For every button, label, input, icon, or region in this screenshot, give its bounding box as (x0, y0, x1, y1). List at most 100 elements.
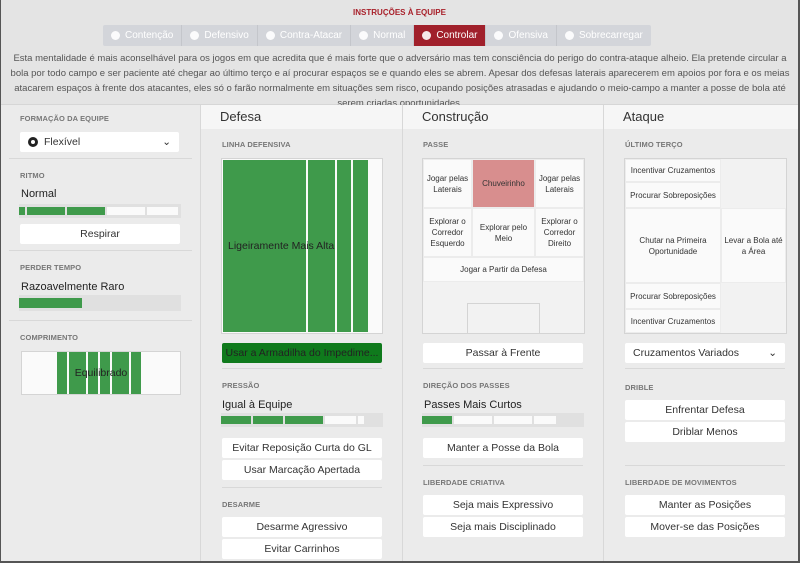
counter-icon (265, 31, 275, 40)
divider (625, 368, 785, 369)
cell-play-out[interactable]: Jogar a Partir da Defesa (423, 257, 584, 282)
pass-forward-button[interactable]: Passar à Frente (423, 343, 583, 363)
hold-position-button[interactable]: Manter as Posições (625, 495, 785, 515)
overload-icon (564, 31, 574, 40)
tab-contencao[interactable]: Contenção (103, 25, 183, 46)
timewaste-value: Razoavelmente Raro (21, 281, 125, 293)
chevron-down-icon: ⌄ (768, 347, 777, 359)
tab-normal[interactable]: Normal (351, 25, 415, 46)
run-at-defence-button[interactable]: Enfrentar Defesa (625, 400, 785, 420)
timewaste-label: PERDER TEMPO (20, 263, 82, 272)
formation-label: FORMAÇÃO DA EQUIPE (20, 114, 110, 123)
cell-overlap-top[interactable]: Procurar Sobreposições (625, 182, 721, 208)
construcao-header: Construção (403, 105, 603, 129)
divider (423, 368, 583, 369)
passing-pitch: Jogar pelas Laterais Chuveirinho Jogar p… (422, 158, 585, 334)
tempo-value: Normal (21, 188, 57, 200)
tab-label: Sobrecarregar (578, 30, 643, 41)
width-value: Equilibrado (74, 367, 128, 379)
divider (402, 105, 403, 561)
crossing-value: Cruzamentos Variados (633, 347, 740, 359)
chevron-down-icon: ⌄ (162, 136, 171, 148)
tab-label: Ofensiva (508, 30, 548, 41)
divider (222, 487, 382, 488)
heart-shield-icon (111, 31, 120, 40)
formation-dropdown[interactable]: Flexível ⌄ (20, 132, 179, 152)
cell-right-flank[interactable]: Explorar o Corredor Direito (535, 208, 584, 257)
tab-label: Defensivo (204, 30, 249, 41)
arrow-icon (494, 31, 504, 40)
tab-controlar[interactable]: Controlar (414, 25, 487, 46)
formation-icon (28, 137, 38, 147)
movement-label: LIBERDADE DE MOVIMENTOS (625, 478, 737, 487)
aggressive-tackle-button[interactable]: Desarme Agressivo (222, 517, 382, 537)
pressing-label: PRESSÃO (222, 381, 260, 390)
divider (9, 158, 192, 159)
divider (9, 250, 192, 251)
cell-direct[interactable]: Chuveirinho (472, 159, 535, 208)
tempo-label: RITMO (20, 171, 45, 180)
tight-marking-button[interactable]: Usar Marcação Apertada (222, 460, 382, 480)
divider (603, 105, 604, 561)
tab-sobrecarregar[interactable]: Sobrecarregar (557, 25, 651, 46)
avoid-slides-button[interactable]: Evitar Carrinhos (222, 539, 382, 559)
dribble-less-button[interactable]: Driblar Menos (625, 422, 785, 442)
divider (200, 105, 201, 561)
width-label: COMPRIMENTO (20, 333, 79, 342)
avoid-short-gk-button[interactable]: Evitar Reposição Curta do GL (222, 438, 382, 458)
divider (9, 320, 192, 321)
more-disciplined-button[interactable]: Seja mais Disciplinado (423, 517, 583, 537)
crossing-dropdown[interactable]: Cruzamentos Variados ⌄ (625, 343, 785, 363)
control-icon (422, 31, 432, 40)
offside-trap-button[interactable]: Usar a Armadilha do Impedime... (222, 343, 382, 363)
defesa-header: Defesa (201, 105, 402, 129)
tab-label: Normal (373, 30, 406, 41)
page-title: INSTRUÇÕES À EQUIPE (353, 8, 446, 17)
divider (222, 368, 382, 369)
passing-directness-slider[interactable] (422, 413, 584, 427)
final-third-label: ÚLTIMO TERÇO (625, 140, 683, 149)
cell-overlap-bottom[interactable]: Procurar Sobreposições (625, 283, 721, 309)
roam-button[interactable]: Mover-se das Posições (625, 517, 785, 537)
tab-defensivo[interactable]: Defensivo (182, 25, 258, 46)
pressing-value: Igual à Equipe (222, 399, 293, 411)
ataque-header: Ataque (604, 105, 798, 129)
cell-wide-right[interactable]: Jogar pelas Laterais (535, 159, 584, 208)
cell-left-flank[interactable]: Explorar o Corredor Esquerdo (423, 208, 472, 257)
mentality-tabs: Contenção Defensivo Contra-Atacar Normal… (103, 25, 651, 46)
cell-middle[interactable]: Explorar pelo Meio (472, 208, 535, 257)
tempo-slider[interactable] (19, 204, 181, 218)
timewaste-slider[interactable] (19, 295, 181, 311)
retain-possession-button[interactable]: Manter a Posse da Bola (423, 438, 583, 458)
dribbling-label: DRIBLE (625, 383, 654, 392)
divider (423, 465, 583, 466)
mentality-description: Esta mentalidade é mais aconselhável par… (10, 53, 790, 109)
final-third-pitch: Incentivar Cruzamentos Procurar Sobrepos… (624, 158, 787, 334)
divider (625, 465, 785, 466)
pressing-slider[interactable] (221, 413, 383, 427)
tab-ofensiva[interactable]: Ofensiva (486, 25, 557, 46)
cell-cross-bottom[interactable]: Incentivar Cruzamentos (625, 309, 721, 333)
passing-label: PASSE (423, 140, 449, 149)
passing-directness-value: Passes Mais Curtos (424, 399, 522, 411)
cell-shoot-on-sight[interactable]: Chutar na Primeira Oportunidade (625, 208, 721, 283)
tab-label: Controlar (436, 30, 478, 41)
header: INSTRUÇÕES À EQUIPE Contenção Defensivo … (1, 0, 798, 109)
width-pitch[interactable]: Equilibrado (21, 351, 181, 395)
tab-label: Contenção (125, 30, 174, 41)
defensive-line-pitch[interactable]: Ligeiramente Mais Alta (221, 158, 383, 334)
defensive-line-label: LINHA DEFENSIVA (222, 140, 291, 149)
respirar-button[interactable]: Respirar (20, 224, 180, 244)
passing-directness-label: DIREÇÃO DOS PASSES (423, 381, 510, 390)
shield-icon (190, 31, 200, 40)
target-icon (359, 31, 369, 40)
more-expressive-button[interactable]: Seja mais Expressivo (423, 495, 583, 515)
cell-wide-left[interactable]: Jogar pelas Laterais (423, 159, 472, 208)
tackling-label: DESARME (222, 500, 261, 509)
cell-work-into-box[interactable]: Levar a Bola até a Área (721, 208, 786, 283)
creative-freedom-label: LIBERDADE CRIATIVA (423, 478, 505, 487)
cell-cross-top[interactable]: Incentivar Cruzamentos (625, 159, 721, 182)
tab-contra-atacar[interactable]: Contra-Atacar (258, 25, 352, 46)
tab-label: Contra-Atacar (279, 30, 343, 41)
